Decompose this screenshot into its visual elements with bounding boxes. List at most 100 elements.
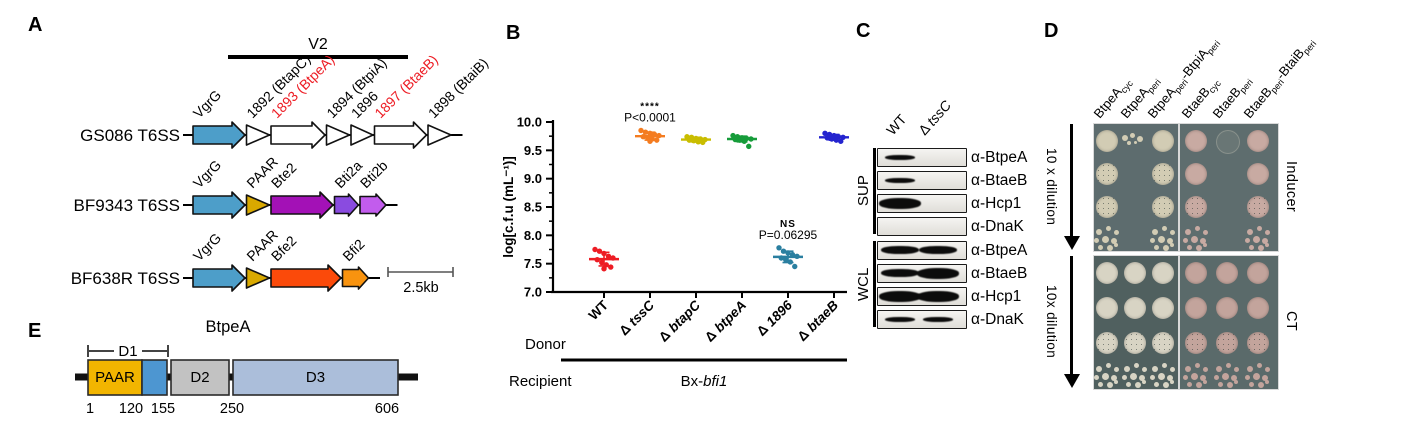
colony-dot: [1200, 237, 1206, 244]
strain-name: GS086 T6SS: [80, 126, 180, 145]
condition-label: CT: [1283, 311, 1299, 332]
colony-dot: [1258, 244, 1264, 251]
colony-spot: [1124, 332, 1146, 355]
gene-arrow: [245, 267, 271, 289]
colony-spot-dilute: [1094, 225, 1120, 252]
panel-d-spot-assay: BtpeAcyc BtpeAperi BtpeAperi-BtpiAperi Btae…: [1040, 10, 1402, 423]
blot-strip: [877, 241, 967, 260]
colony-spot: [1152, 332, 1174, 355]
colony-dot: [1096, 366, 1102, 373]
colony-spot: [1185, 262, 1207, 285]
antibody-label: α-BtaeB: [971, 172, 1028, 189]
colony-dot: [1262, 237, 1268, 244]
data-point: [776, 245, 782, 251]
colony-spot-dilute: [1214, 363, 1240, 389]
gene-label: VgrG: [190, 157, 224, 191]
colony-dot: [1107, 382, 1113, 389]
data-point: [730, 132, 736, 139]
colony-dot: [1258, 382, 1264, 389]
antibody-label: α-BtaeB: [971, 265, 1028, 282]
colony-spot: [1185, 129, 1207, 152]
antibody-label: α-Hcp1: [971, 195, 1022, 212]
colony-spot-dilute: [1183, 363, 1209, 389]
gene-arrow: [350, 124, 374, 146]
protein-band: [885, 154, 915, 160]
colony-spot-dilute: [1150, 225, 1176, 252]
data-point: [783, 256, 789, 263]
colony-spot: [1152, 196, 1174, 219]
colony-dot: [1200, 375, 1206, 382]
colony-dot: [1111, 237, 1117, 244]
panel-b-letter: B: [506, 22, 521, 44]
colony-dot: [1203, 229, 1208, 235]
data-point: [647, 138, 653, 144]
p-value-label: P=0.06295: [759, 228, 818, 242]
antibody-label: α-BtpeA: [971, 242, 1028, 259]
blot-strip: [877, 264, 967, 283]
data-point: [822, 130, 828, 137]
colony-dot: [1231, 375, 1237, 382]
gene-label: Bti2a: [331, 157, 365, 191]
data-point: [838, 138, 844, 144]
blot-lane-header: WT: [883, 111, 910, 138]
colony-dot: [1191, 373, 1198, 381]
blot-strip: [877, 194, 967, 213]
colony-dot: [1234, 380, 1238, 385]
colony-dot: [1127, 140, 1131, 145]
colony-dot: [1167, 375, 1173, 382]
residue-number: 1: [86, 401, 94, 417]
protein-band: [881, 246, 919, 254]
gene-arrow: [192, 264, 246, 292]
protein-band: [885, 177, 915, 183]
colony-spot: [1185, 332, 1207, 355]
data-point: [700, 139, 706, 146]
colony-spot-dilute: [1245, 363, 1271, 389]
colony-dot: [1203, 380, 1207, 385]
colony-dot: [1098, 382, 1103, 388]
agar-plate: [1093, 255, 1179, 390]
colony-dot: [1183, 375, 1188, 381]
colony-dot: [1195, 363, 1200, 369]
colony-dot: [1122, 375, 1127, 381]
agar-plate: [1179, 255, 1279, 390]
panel-e-domain-diagram: BtpeA D1 PAAR D2 D3 1 120 155 250 606: [75, 318, 418, 417]
gene-arrow: [333, 193, 360, 217]
gene-arrow: [270, 121, 326, 149]
colony-dot: [1183, 237, 1188, 243]
colony-dot: [1187, 244, 1192, 250]
colony-spot-dilute: [1150, 363, 1176, 389]
colony-dot: [1111, 375, 1117, 382]
y-tick-label: 9.5: [524, 143, 542, 158]
antibody-label: α-DnaK: [971, 218, 1024, 235]
blot-lane-header: Δ tssC: [915, 97, 955, 138]
data-point: [605, 253, 612, 259]
recipient-value: Bx-bfi1: [681, 373, 728, 390]
colony-dot: [1135, 382, 1141, 389]
residue-number: 155: [151, 401, 175, 417]
gene-label: VgrG: [190, 230, 224, 264]
colony-dot: [1102, 235, 1109, 243]
protein-band: [917, 267, 959, 279]
colony-dot: [1114, 380, 1118, 385]
donor-label: Donor: [525, 336, 566, 353]
colony-dot: [1137, 135, 1143, 142]
blot-strip: [877, 217, 967, 236]
colony-dot: [1249, 244, 1254, 250]
colony-spot: [1247, 262, 1269, 285]
colony-dot: [1114, 242, 1118, 247]
colony-spot: [1247, 296, 1269, 319]
colony-dot: [1257, 225, 1262, 231]
data-point: [601, 266, 607, 272]
data-point: [642, 129, 649, 135]
domain-box: [170, 359, 230, 396]
fraction-label: SUP: [855, 175, 872, 207]
colony-spot-few: [1122, 132, 1148, 147]
colony-dot: [1126, 382, 1131, 388]
blot-strip: [877, 310, 967, 329]
colony-dot: [1154, 382, 1159, 388]
colony-spot: [1096, 162, 1118, 185]
dilution-arrow-head: [1063, 374, 1080, 388]
colony-dot: [1130, 132, 1135, 138]
fraction-label: WCL: [855, 267, 872, 301]
